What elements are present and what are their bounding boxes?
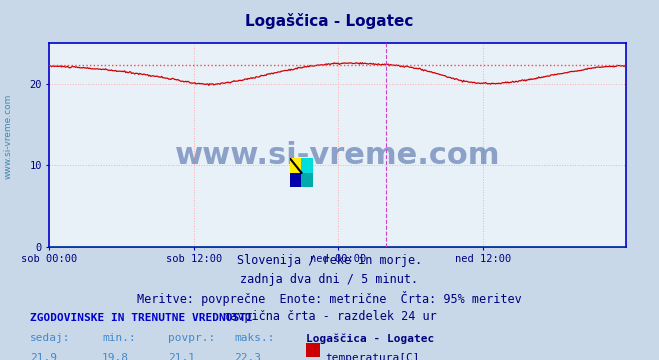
Bar [301, 158, 313, 173]
Text: 19,8: 19,8 [102, 353, 129, 360]
Text: 22,3: 22,3 [234, 353, 261, 360]
Bar [290, 158, 301, 173]
Text: temperatura[C]: temperatura[C] [325, 353, 419, 360]
Text: www.si-vreme.com: www.si-vreme.com [3, 94, 13, 180]
Text: Meritve: povprečne  Enote: metrične  Črta: 95% meritev: Meritve: povprečne Enote: metrične Črta:… [137, 291, 522, 306]
Text: min.:: min.: [102, 333, 136, 343]
Text: www.si-vreme.com: www.si-vreme.com [175, 140, 500, 170]
Text: Logaščica - Logatec: Logaščica - Logatec [245, 13, 414, 28]
Text: 21,9: 21,9 [30, 353, 57, 360]
Bar [301, 173, 313, 187]
Text: zadnja dva dni / 5 minut.: zadnja dva dni / 5 minut. [241, 273, 418, 285]
Text: navpična črta - razdelek 24 ur: navpična črta - razdelek 24 ur [223, 310, 436, 323]
Text: povpr.:: povpr.: [168, 333, 215, 343]
Text: 21,1: 21,1 [168, 353, 195, 360]
Text: ZGODOVINSKE IN TRENUTNE VREDNOSTI: ZGODOVINSKE IN TRENUTNE VREDNOSTI [30, 313, 252, 323]
Text: Slovenija / reke in morje.: Slovenija / reke in morje. [237, 254, 422, 267]
Text: maks.:: maks.: [234, 333, 274, 343]
Text: Logaščica - Logatec: Logaščica - Logatec [306, 333, 435, 343]
Text: sedaj:: sedaj: [30, 333, 70, 343]
Bar [290, 173, 301, 187]
